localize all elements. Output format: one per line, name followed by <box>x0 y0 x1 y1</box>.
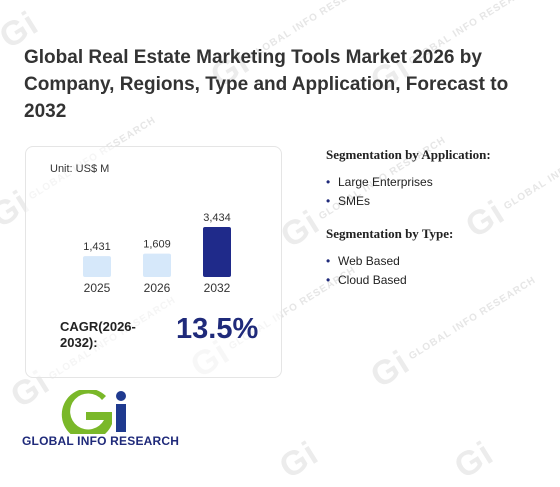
bar-2032 <box>203 227 231 277</box>
logo-text: GLOBAL INFO RESEARCH <box>22 434 180 448</box>
cagr-label: CAGR(2026-2032): <box>60 319 136 350</box>
list-item: • SMEs <box>326 192 491 211</box>
x-tick-label: 2032 <box>204 281 231 295</box>
bar-value-label: 1,431 <box>83 241 111 253</box>
bar-2026 <box>143 253 171 277</box>
page-title: Global Real Estate Marketing Tools Marke… <box>24 47 509 122</box>
x-tick-label: 2025 <box>84 281 111 295</box>
segmentation-application: Segmentation by Application: • Large Ente… <box>326 147 491 211</box>
list-item: • Web Based <box>326 252 453 271</box>
watermark: Gi <box>447 433 501 487</box>
segmentation-application-title: Segmentation by Application: <box>326 147 491 162</box>
x-tick-label: 2026 <box>144 281 171 295</box>
bar-chart: 1,431 2025 1,609 2026 3,434 2032 <box>83 212 231 295</box>
cagr-value: 13.5% <box>176 313 259 345</box>
list-item: • Large Enterprises <box>326 173 491 192</box>
bullet-icon: • <box>326 194 331 208</box>
bullet-icon: • <box>326 273 331 287</box>
watermark: Gi <box>272 433 326 487</box>
segmentation-type-title: Segmentation by Type: <box>326 226 454 241</box>
market-size-card: Unit: US$ M 1,431 2025 1,609 2026 3,434 2032 … <box>25 146 282 378</box>
segmentation-type: Segmentation by Type: • Web Based • Cloud … <box>326 226 453 290</box>
unit-label: Unit: US$ M <box>50 163 110 175</box>
bullet-icon: • <box>326 175 331 189</box>
list-item: • Cloud Based <box>326 271 453 290</box>
bullet-icon: • <box>326 254 331 268</box>
gi-logo-icon <box>61 390 126 434</box>
bar-2025 <box>83 256 111 277</box>
bar-value-label: 3,434 <box>203 212 231 224</box>
bar-value-label: 1,609 <box>143 239 171 251</box>
